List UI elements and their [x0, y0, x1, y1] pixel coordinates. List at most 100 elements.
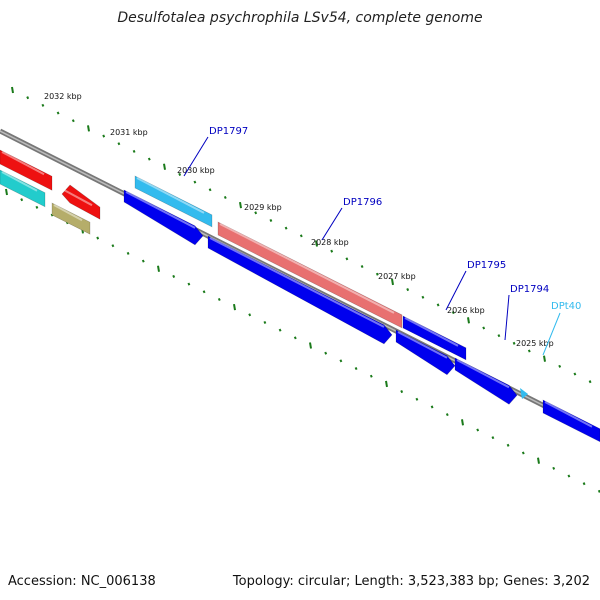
gene-leader-line	[445, 270, 467, 311]
tick-mark	[436, 303, 440, 307]
feature-highlight	[397, 331, 448, 359]
tick-mark	[132, 149, 136, 153]
tick-mark	[202, 290, 206, 294]
tick-mark	[278, 328, 282, 332]
tick-mark	[208, 188, 212, 192]
tick-mark	[147, 157, 151, 161]
tick-mark	[20, 198, 24, 202]
kbp-label: 2031 kbp	[110, 128, 148, 137]
feature-highlight	[456, 359, 510, 389]
feature-highlight	[136, 177, 205, 214]
tick-mark	[71, 119, 75, 123]
gene-leader-line	[183, 136, 209, 177]
tick-mark	[248, 313, 252, 317]
cds-red-small	[61, 184, 101, 220]
tick-mark	[315, 240, 318, 247]
tick-mark	[345, 257, 349, 261]
tick-mark	[102, 134, 106, 138]
tick-mark	[11, 86, 14, 94]
gene-label-dp1794: DP1794	[510, 284, 549, 295]
feature-highlight	[209, 237, 385, 328]
tick-mark	[233, 303, 236, 311]
cds-blue-a	[123, 189, 204, 246]
tick-mark	[521, 451, 525, 455]
gene-label-dp1797: DP1797	[209, 126, 248, 137]
tick-mark	[141, 259, 145, 263]
kbp-label: 2028 kbp	[311, 238, 349, 247]
cds-dp1796	[217, 221, 403, 329]
tick-mark	[330, 249, 334, 253]
feature-highlight	[219, 223, 395, 314]
cds-dp1795	[402, 315, 467, 361]
tick-mark	[445, 413, 449, 417]
gene-leader-line	[504, 294, 510, 341]
gene-leader-line	[542, 312, 561, 356]
tick-mark	[430, 405, 434, 409]
cds-blue-b	[207, 235, 393, 345]
gene-label-dpt40: DPt40	[551, 301, 581, 312]
tick-mark	[193, 180, 197, 184]
tick-mark	[263, 320, 267, 325]
tick-mark	[375, 272, 379, 276]
tick-mark	[360, 265, 364, 269]
tick-mark	[239, 201, 242, 209]
gene-label-dp1795: DP1795	[467, 260, 506, 271]
tick-mark	[497, 334, 501, 338]
tick-mark	[223, 195, 227, 199]
tick-mark	[354, 367, 358, 371]
tick-mark	[284, 226, 288, 230]
tick-mark	[26, 96, 30, 100]
tick-mark	[324, 351, 328, 355]
tick-mark	[573, 372, 577, 376]
tick-mark	[172, 274, 176, 278]
tick-mark	[187, 282, 191, 286]
cds-dp1797	[134, 175, 213, 228]
tick-mark	[582, 482, 586, 486]
tick-mark	[299, 234, 303, 238]
tick-mark	[567, 474, 571, 478]
gene-features	[0, 149, 600, 443]
tick-mark	[415, 397, 419, 401]
genome-summary: Topology: circular; Length: 3,523,383 bp…	[232, 574, 590, 589]
tick-mark	[35, 205, 39, 209]
cds-dp1794	[454, 357, 518, 405]
tick-mark	[369, 374, 373, 378]
tick-mark	[527, 349, 531, 353]
cds-blue-right	[542, 399, 600, 443]
kbp-label: 2029 kbp	[244, 203, 282, 212]
feature-highlight	[1, 171, 38, 192]
tick-mark	[506, 443, 510, 447]
kbp-label: 2027 kbp	[378, 272, 416, 281]
feature-highlight	[125, 191, 196, 229]
tick-mark	[385, 380, 388, 388]
tick-mark	[558, 364, 562, 368]
tick-mark	[254, 211, 258, 215]
outer-tick-marks	[11, 86, 592, 384]
tick-mark	[406, 288, 410, 292]
tick-mark	[552, 466, 556, 470]
kbp-label: 2030 kbp	[177, 166, 215, 175]
feature-highlight	[544, 401, 593, 428]
tick-mark	[421, 295, 425, 299]
tick-mark	[269, 218, 273, 223]
tick-mark	[467, 317, 470, 324]
cds-blue-c	[395, 329, 456, 376]
tick-mark	[217, 297, 221, 301]
tick-mark	[537, 457, 540, 464]
tick-mark	[163, 163, 166, 170]
tick-mark	[41, 103, 45, 107]
tick-mark	[476, 428, 480, 432]
accession-label: Accession: NC_006138	[8, 574, 156, 589]
tick-mark	[451, 311, 455, 315]
tick-mark	[400, 390, 404, 394]
tick-mark	[126, 251, 130, 255]
tick-mark	[339, 359, 343, 363]
tick-mark	[482, 326, 486, 330]
feature-highlight	[1, 151, 45, 176]
feature-highlight	[53, 204, 83, 222]
inner-tick-marks	[5, 188, 600, 493]
kbp-label: 2032 kbp	[44, 92, 82, 101]
gene-label-dp1796: DP1796	[343, 197, 382, 208]
